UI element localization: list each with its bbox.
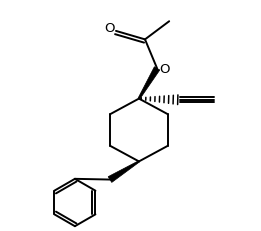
- Text: O: O: [104, 22, 115, 35]
- Polygon shape: [108, 161, 139, 182]
- Polygon shape: [138, 67, 160, 99]
- Text: O: O: [159, 63, 170, 76]
